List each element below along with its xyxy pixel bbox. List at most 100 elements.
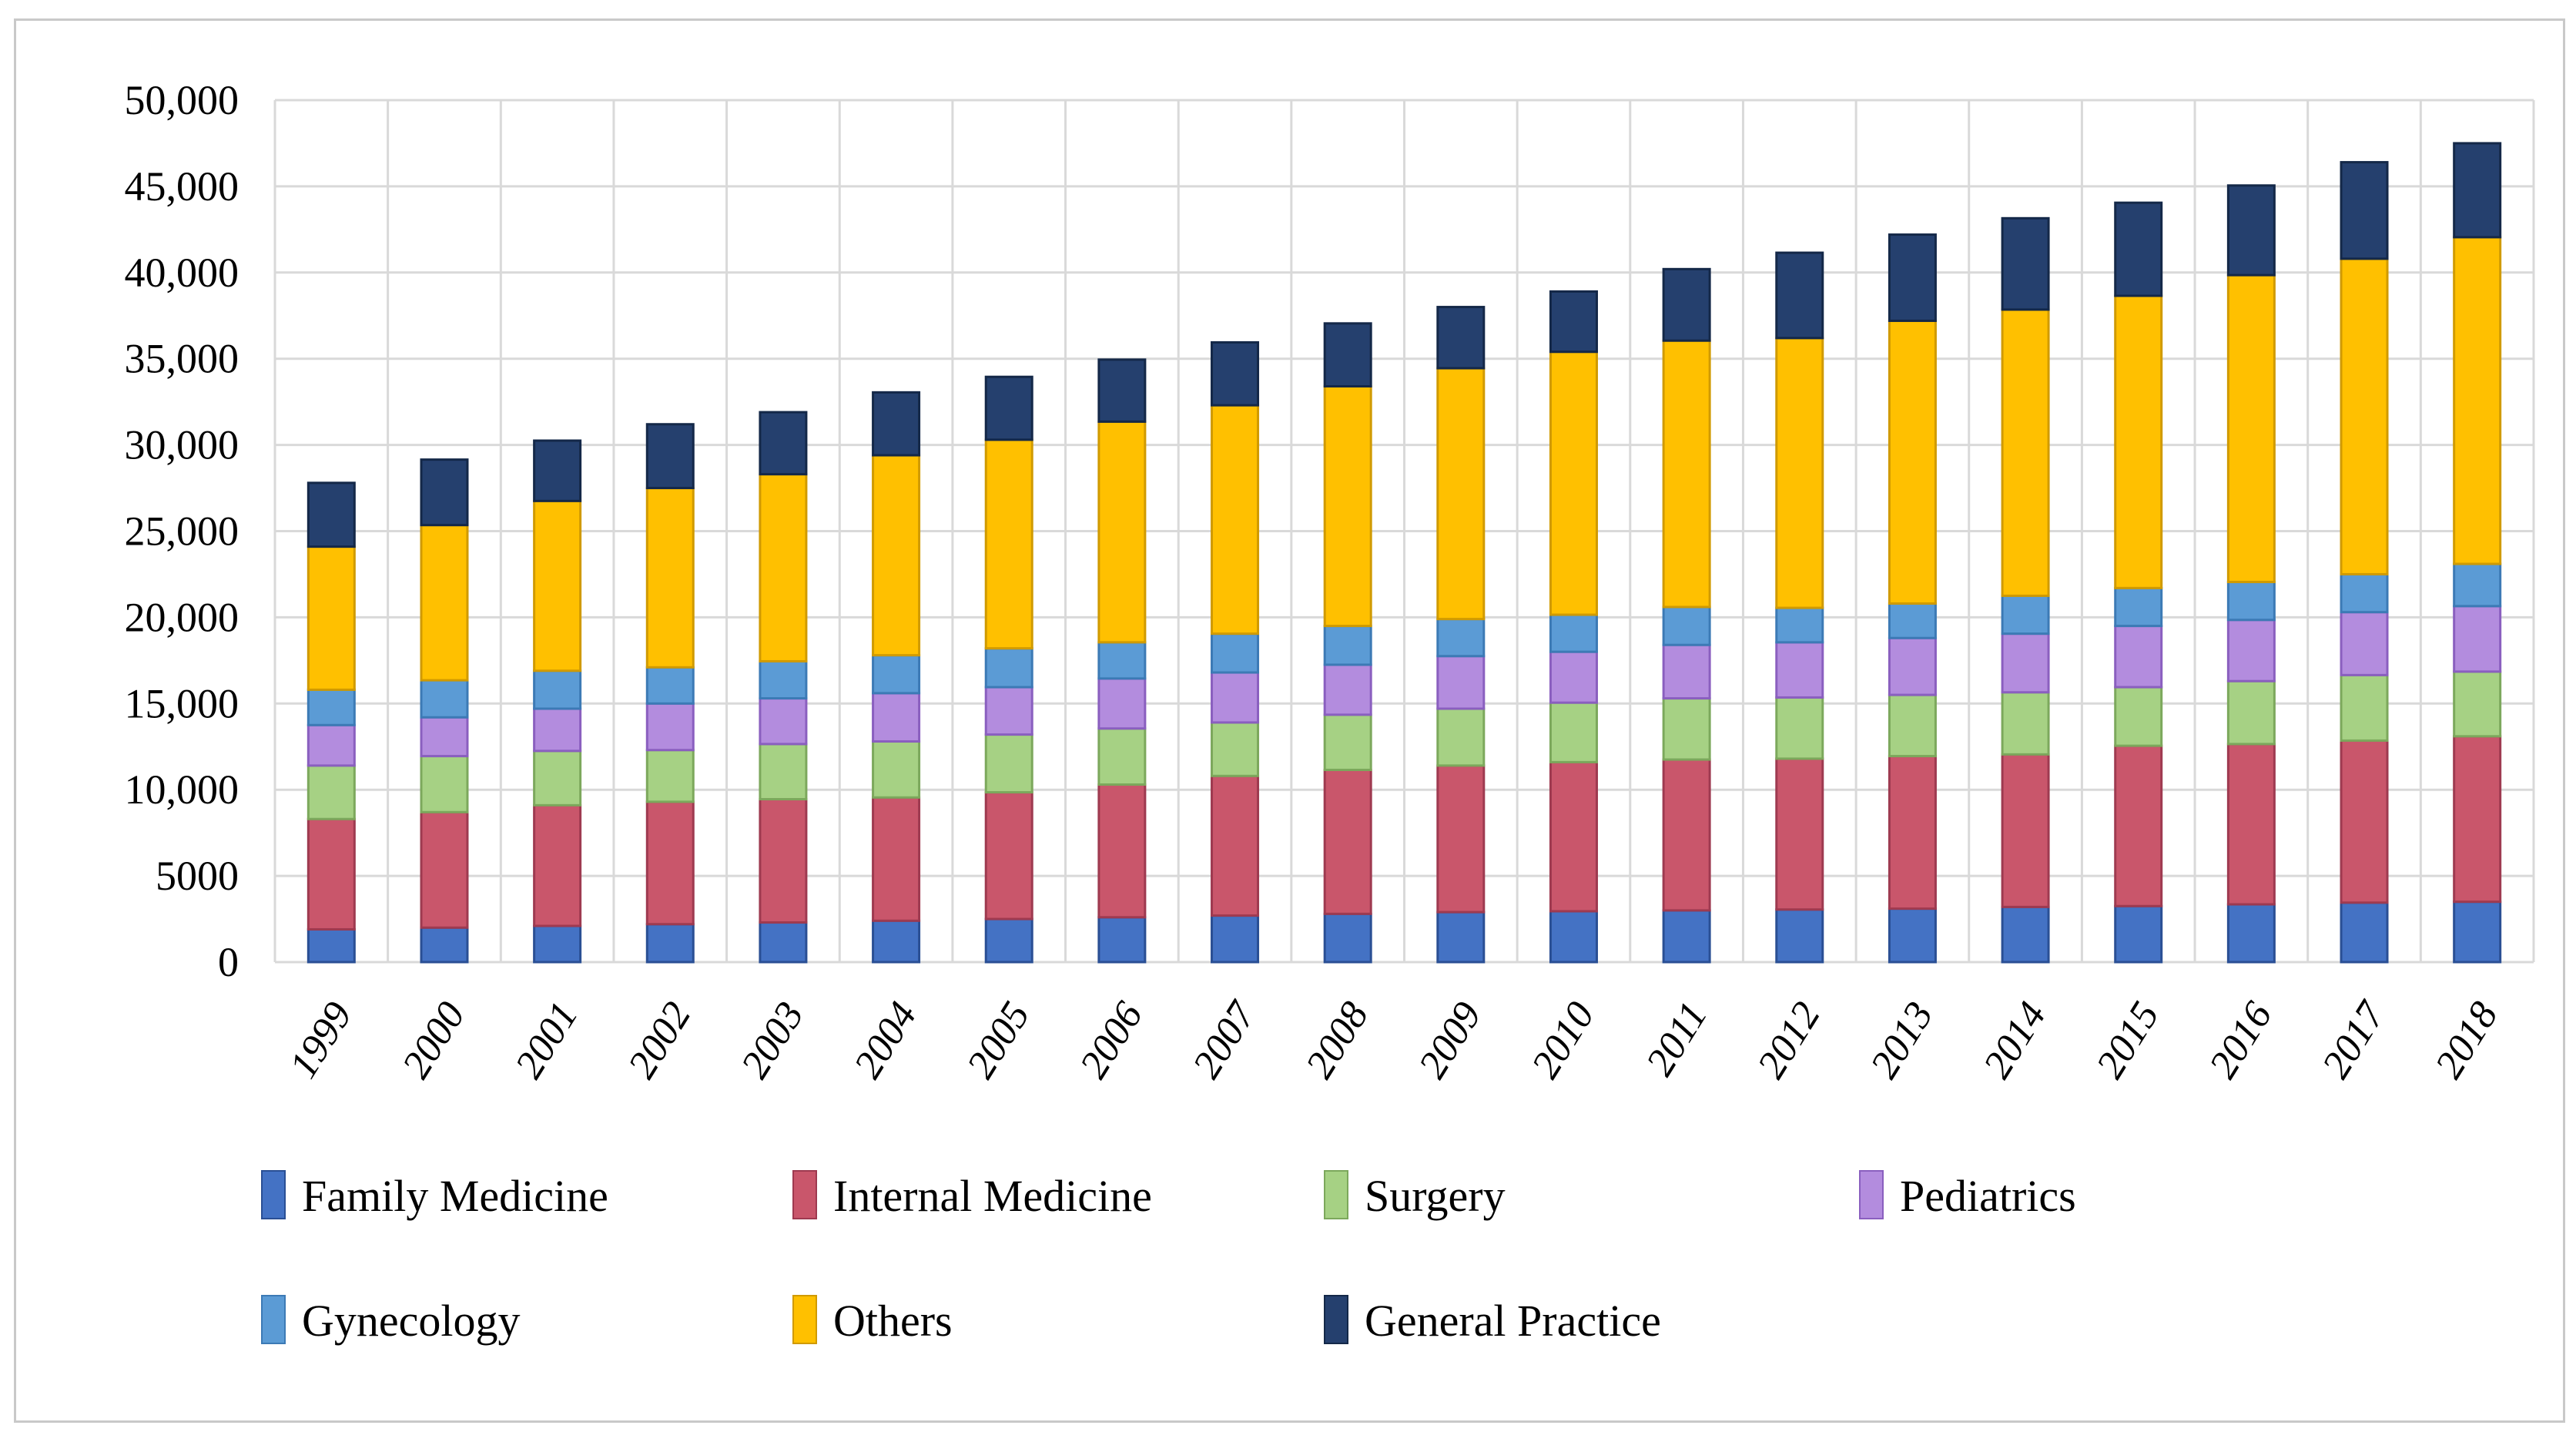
segment-family-medicine xyxy=(759,921,808,964)
segment-others xyxy=(533,499,582,672)
segment-others xyxy=(759,473,808,662)
segment-gynecology xyxy=(2340,572,2389,614)
x-tick-label: 2014 xyxy=(1975,994,2055,1085)
segment-gynecology xyxy=(2001,594,2050,636)
segment-internal-medicine xyxy=(2226,743,2276,906)
segment-gynecology xyxy=(533,669,582,710)
segment-family-medicine xyxy=(2340,901,2389,964)
x-tick-label: 2009 xyxy=(1411,994,1490,1085)
bar-2007 xyxy=(1211,340,1260,964)
bar-2005 xyxy=(984,375,1033,964)
segment-family-medicine xyxy=(1775,908,1824,964)
segment-family-medicine xyxy=(2453,900,2502,964)
legend-swatch xyxy=(1859,1170,1884,1219)
segment-family-medicine xyxy=(2114,904,2163,964)
x-tick-label: 2001 xyxy=(507,994,586,1085)
segment-surgery xyxy=(2001,691,2050,756)
segment-general-practice xyxy=(2001,216,2050,311)
segment-surgery xyxy=(2453,670,2502,738)
segment-general-practice xyxy=(759,411,808,476)
x-tick-label: 2000 xyxy=(394,994,474,1085)
segment-pediatrics xyxy=(759,697,808,746)
segment-internal-medicine xyxy=(984,791,1033,921)
legend-swatch xyxy=(261,1170,286,1219)
segment-family-medicine xyxy=(1323,912,1372,964)
x-tick-label: 2013 xyxy=(1862,994,1941,1085)
segment-others xyxy=(1211,404,1260,636)
segment-surgery xyxy=(2340,673,2389,742)
segment-others xyxy=(872,454,921,657)
segment-general-practice xyxy=(2453,142,2502,239)
chart-legend: Family Medicine Internal Medicine Surgery P… xyxy=(261,1170,2076,1346)
segment-pediatrics xyxy=(2340,611,2389,676)
x-tick-label: 2018 xyxy=(2427,994,2506,1085)
segment-pediatrics xyxy=(645,702,695,752)
segment-pediatrics xyxy=(2453,605,2502,673)
segment-family-medicine xyxy=(1549,910,1598,964)
segment-internal-medicine xyxy=(420,810,469,929)
segment-others xyxy=(1549,350,1598,616)
segment-surgery xyxy=(2114,686,2163,747)
segment-family-medicine xyxy=(645,923,695,964)
segment-pediatrics xyxy=(1097,677,1147,730)
legend-item-gynecology: Gynecology xyxy=(261,1295,521,1346)
segment-surgery xyxy=(533,750,582,807)
segment-surgery xyxy=(1436,707,1486,767)
legend-item-surgery: Surgery xyxy=(1324,1170,1506,1221)
segment-general-practice xyxy=(2340,161,2389,260)
x-tick-label: 2005 xyxy=(959,994,1038,1085)
segment-internal-medicine xyxy=(2114,744,2163,907)
legend-label: Family Medicine xyxy=(302,1171,608,1221)
y-tick-label: 0 xyxy=(218,939,239,985)
segment-general-practice xyxy=(1662,267,1711,342)
segment-family-medicine xyxy=(984,917,1033,964)
segment-surgery xyxy=(2226,679,2276,746)
bar-2004 xyxy=(872,391,921,964)
legend-swatch xyxy=(1324,1295,1348,1344)
segment-pediatrics xyxy=(1323,663,1372,716)
legend-label: Pediatrics xyxy=(1900,1171,2076,1221)
figure-border xyxy=(14,18,2565,1423)
bar-2012 xyxy=(1775,251,1824,964)
legend-label: General Practice xyxy=(1365,1296,1661,1346)
segment-others xyxy=(645,487,695,669)
segment-general-practice xyxy=(307,481,356,548)
segment-pediatrics xyxy=(2114,625,2163,689)
segment-gynecology xyxy=(2114,586,2163,628)
bar-2016 xyxy=(2226,184,2276,964)
segment-general-practice xyxy=(1549,290,1598,354)
segment-others xyxy=(420,524,469,682)
y-tick-label: 15,000 xyxy=(125,680,240,726)
segment-family-medicine xyxy=(1097,916,1147,964)
segment-surgery xyxy=(984,733,1033,794)
segment-pediatrics xyxy=(307,723,356,767)
legend-label: Others xyxy=(833,1296,953,1346)
legend-swatch xyxy=(792,1295,817,1344)
legend-swatch xyxy=(792,1170,817,1219)
y-tick-label: 25,000 xyxy=(125,508,240,555)
segment-pediatrics xyxy=(1775,641,1824,699)
segment-general-practice xyxy=(645,423,695,490)
segment-internal-medicine xyxy=(307,817,356,931)
bar-2001 xyxy=(533,439,582,964)
segment-gynecology xyxy=(1549,613,1598,653)
bar-1999 xyxy=(307,481,356,964)
segment-internal-medicine xyxy=(1549,760,1598,913)
bar-2013 xyxy=(1888,233,1937,964)
segment-pediatrics xyxy=(1549,650,1598,704)
segment-general-practice xyxy=(1097,358,1147,423)
segment-family-medicine xyxy=(1662,909,1711,964)
y-tick-label: 5000 xyxy=(156,853,239,899)
segment-surgery xyxy=(645,749,695,803)
x-tick-label: 2006 xyxy=(1072,994,1151,1085)
x-tick-label: 1999 xyxy=(281,994,360,1085)
segment-gynecology xyxy=(1323,625,1372,666)
segment-general-practice xyxy=(2226,184,2276,277)
segment-general-practice xyxy=(984,375,1033,441)
segment-gynecology xyxy=(2453,562,2502,608)
segment-internal-medicine xyxy=(872,796,921,922)
y-tick-label: 40,000 xyxy=(125,250,240,296)
segment-pediatrics xyxy=(1436,655,1486,710)
